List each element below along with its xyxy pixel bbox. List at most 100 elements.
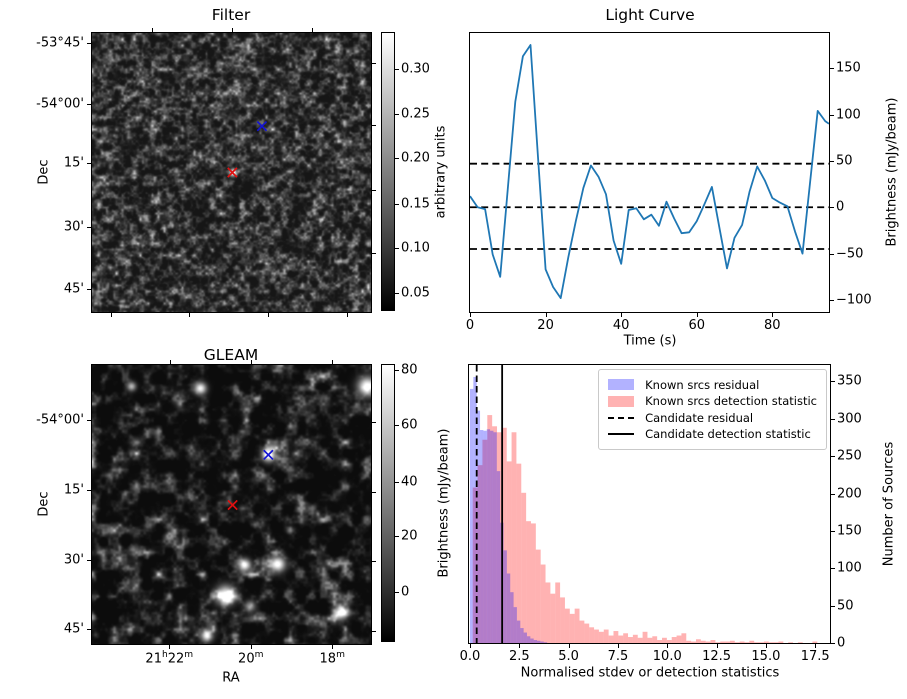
right-tick-label: 50 [836,153,853,169]
histogram-bar [496,471,501,643]
left-tick [87,559,91,561]
histogram-bar [729,640,735,643]
bottom-tick [332,645,334,649]
histogram-bar [550,593,556,643]
right-tick [372,422,376,424]
histogram-bar [482,439,488,643]
histogram-y-axis-label: Number of Sources [881,441,897,567]
right-tick [372,252,376,254]
right-tick-label: 0.25 [401,106,430,122]
bottom-tick-label: 5.0 [558,649,579,664]
right-tick [831,605,835,607]
bottom-tick-label: 80 [764,318,781,333]
histogram-bar [657,640,662,643]
histogram-bar [510,592,514,643]
left-tick-label: 30' [63,552,84,568]
histogram-bar [574,608,580,643]
histogram-bar [705,641,711,643]
bottom-tick [716,644,718,648]
histogram-bar [754,642,760,643]
filter-title: Filter [211,6,251,24]
histogram-bar [632,634,638,643]
right-tick [830,299,834,301]
gleam-colorbar: 80 60 40 20 0 [381,364,418,642]
histogram-bar [516,620,521,643]
bottom-tick [189,313,191,317]
legend-entry: Known srcs residual [608,378,817,392]
bottom-tick-label: 12.5 [702,649,732,664]
left-tick-label: 15' [63,155,84,171]
histogram-bar [594,629,599,643]
filter-y-axis-label: Dec [36,159,52,185]
left-tick-label: 30' [63,219,84,235]
legend-swatch [608,416,636,419]
histogram-bar [666,640,672,643]
right-tick-label: 20 [401,528,418,544]
histogram-bar [472,487,478,643]
histogram-bar [691,641,696,643]
right-tick [395,68,399,70]
histogram-bar [778,641,784,643]
right-tick-label: −100 [836,292,872,308]
histogram-bar [642,631,648,643]
histogram-bar [490,430,494,643]
left-tick [87,103,91,105]
right-tick-label: 0.20 [401,150,430,166]
bottom-tick [545,313,547,317]
legend-entry: Candidate detection statistic [608,427,817,441]
right-tick-label: 0.10 [401,240,430,256]
known-source-x-marker [256,120,268,132]
right-tick-label: 50 [837,598,854,614]
right-tick [831,643,835,644]
bottom-tick [519,644,521,648]
top-tick [152,28,154,32]
histogram-bar [476,410,481,643]
left-tick-label: 15' [63,482,84,498]
right-tick [830,68,834,70]
histogram-bar [480,430,484,643]
gleam-map-panel: -54°00' 15' 30' 45' 21h22m 20m 18m [36,360,376,665]
histogram-bar [545,582,551,643]
right-tick-label: 150 [837,523,862,539]
light-curve-line [470,44,829,300]
legend-patch [608,379,635,390]
histogram-bar [527,636,531,643]
left-tick-label: -53°45' [36,35,84,51]
left-tick [87,226,91,228]
histogram-bar [487,415,493,643]
right-tick [395,370,399,372]
filter-marker-overlay [227,120,268,178]
light-curve-y-axis-label: Brightness (mJy/beam) [884,97,900,247]
filter-map-panel: -53°45' -54°00' 15' 30' 45' [36,28,376,317]
histogram-bar [681,633,687,643]
bottom-tick [250,645,252,649]
right-tick-label: 0.30 [401,61,430,77]
left-tick-label: 45' [63,281,84,297]
histogram-bar [543,642,548,643]
top-tick [250,360,252,364]
light-curve-title: Light Curve [605,6,695,24]
histogram-bar [540,641,544,643]
bottom-tick [347,313,348,317]
bottom-tick-label: 0.0 [459,649,481,664]
right-tick-label: 150 [836,60,861,76]
left-tick [87,43,91,45]
histogram-bar [734,642,740,643]
histogram-panel: 0.0 2.5 5.0 7.5 10.0 12.5 15.0 17.5 0 50 100 150 200… [460,364,862,663]
histogram-bar [492,426,498,643]
legend-label: Candidate detection statistic [645,427,811,441]
legend-box: Known srcs residual Known srcs detection … [598,369,827,450]
histogram-bar [671,637,677,643]
right-tick-label: 80 [401,362,418,378]
right-tick-label: 350 [837,373,862,389]
histogram-bar [569,613,575,643]
histogram-bar [520,628,524,643]
histogram-bar [598,631,604,643]
candidate-x-marker [227,167,238,178]
bottom-tick-label: 0 [465,318,475,333]
right-tick [372,630,376,632]
right-tick-label: 300 [837,411,862,427]
histogram-bar [608,635,614,643]
right-tick-label: 0 [836,199,845,215]
